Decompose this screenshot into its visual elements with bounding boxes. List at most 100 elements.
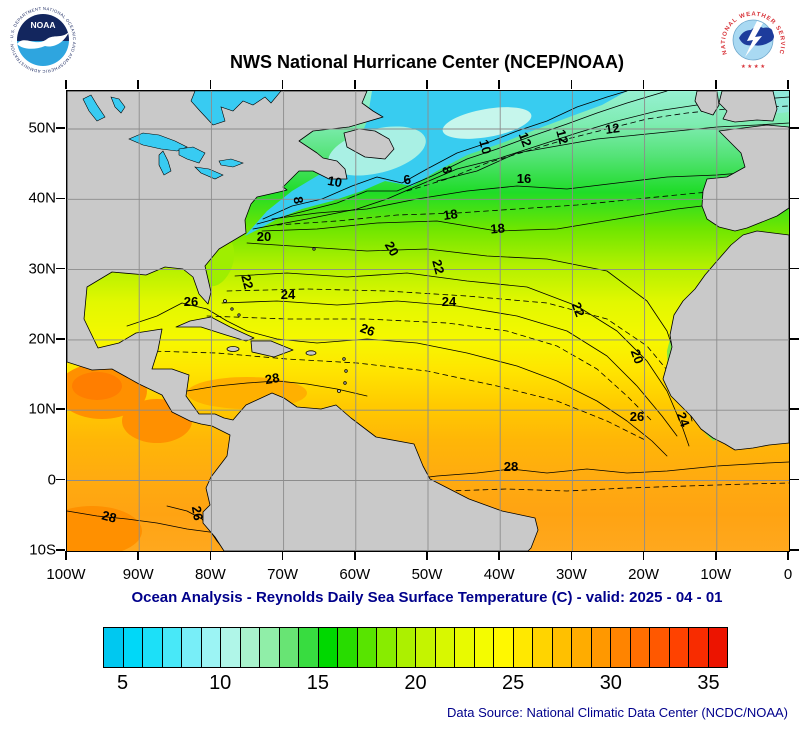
land-antilles [337,389,341,393]
colorbar-cell-19c [396,628,416,667]
x-axis-label: 20W [628,566,660,583]
colorbar-cell-26c [533,628,553,667]
lake-ontario [218,158,244,168]
colorbar-tick-label: 25 [502,672,525,694]
land-bahamas [237,313,241,317]
land-bermuda [312,247,316,251]
isotherm-22c [234,272,690,447]
isotherm-label-20: 20 [628,347,647,366]
isotherm-label-22: 22 [429,258,447,276]
isotherm-label-26: 26 [630,409,644,424]
land-bahamas [230,307,234,311]
lake-superior [128,132,188,152]
x-tick-bottom [65,551,67,560]
isotherm-label-16: 16 [517,171,531,186]
y-axis-label: 30N [28,260,56,278]
x-tick-bottom [209,551,212,560]
x-tick-bottom [642,551,645,560]
y-tick-left [56,549,65,551]
nws-lightning-icon [745,21,763,57]
colorbar-cell-33c [669,628,689,667]
y-tick-right [790,549,799,551]
land-antilles [344,369,348,373]
colorbar-cell-25c [513,628,533,667]
colorbar-cell-7c [162,628,182,667]
isotherm-label-6: 6 [402,172,412,188]
x-tick-top [715,80,717,89]
x-tick-bottom [570,551,573,560]
y-tick-right [790,127,799,129]
y-tick-left [56,267,65,270]
y-tick-left [56,408,65,410]
land-africa [662,230,789,451]
y-axis-label: 10N [28,400,56,418]
colorbar-cell-9c [201,628,221,667]
colorbar-cell-29c [591,628,611,667]
noaa-logo: NATIONAL OCEANIC AND ATMOSPHERIC ADMINIS… [7,4,78,75]
isotherm-label-12: 12 [553,128,571,146]
y-axis-label: 40N [28,189,56,207]
isotherm-labels: 6 10 8 8 10 12 12 12 16 18 18 20 20 22 22 24 24 22 20 26 26 2… [100,120,693,526]
colorbar-cell-11c [240,628,260,667]
isotherm-24c [221,300,678,437]
isotherm-label-28: 28 [264,370,281,387]
isotherm-10c [252,96,789,230]
x-tick-top [137,80,139,89]
colorbar-tick-label: 20 [404,672,427,694]
y-axis-label: 20N [28,330,56,348]
map-caption: Ocean Analysis - Reynolds Daily Sea Surf… [131,589,723,606]
x-axis-label: 30W [555,566,587,583]
x-tick-top [281,80,284,89]
isotherm-label-22: 22 [569,300,588,319]
isotherm-label-18: 18 [442,206,458,223]
colorbar-cell-22c [455,628,475,667]
x-tick-top [209,80,212,89]
x-tick-bottom [498,551,500,560]
colorbar-tick-label: 5 [116,672,129,694]
land-antilles [343,381,347,385]
y-tick-right [790,267,799,270]
lake-michigan [158,150,172,176]
colorbar-cell-20c [416,628,436,667]
isotherm-label-20: 20 [257,229,271,244]
lake-hudson-james-bay [190,91,282,126]
x-tick-top [642,80,645,89]
land-britain [718,91,778,123]
isotherm-26c [126,302,668,457]
x-tick-bottom [137,551,139,560]
nws-logo: NATIONAL WEATHER SERVICE ★ ★ ★ ★ [717,4,788,75]
isotherm-label-10: 10 [476,138,494,156]
land-newfoundland [343,128,395,160]
isotherm-28c [186,380,368,397]
colorbar-cell-10c [221,628,241,667]
isotherm-label-18: 18 [490,220,506,236]
colorbar-cell-14c [299,628,319,667]
x-axis-label: 10W [700,566,732,583]
isotherm-label-26: 26 [184,294,198,309]
regional-sst-patches [67,235,719,551]
sst-map: 6 10 8 8 10 12 12 12 16 18 18 20 20 22 22 24 24 22 20 26 26 2… [67,91,789,551]
sst-colorbar [103,627,728,668]
colorbar-cell-28c [572,628,592,667]
isotherm-label-24: 24 [281,287,296,302]
isotherm-12c [436,122,789,182]
isotherm-label-24: 24 [442,294,457,309]
colorbar-cell-21c [435,628,455,667]
x-axis-label: 90W [122,566,154,583]
isotherm-label-26: 26 [358,320,377,339]
y-tick-right [790,478,799,481]
colorbar-cell-13c [279,628,299,667]
isotherm-label-24: 24 [674,410,693,429]
nws-stars: ★ ★ ★ ★ [741,63,765,70]
y-tick-right [790,197,799,200]
isotherm-28c [396,461,789,482]
x-tick-bottom [715,551,717,560]
x-axis-label: 100W [46,566,86,583]
land-jamaica [226,346,240,352]
isotherm-label-10: 10 [326,173,343,190]
colorbar-tick-label: 35 [697,672,720,694]
colorbar-cell-30c [611,628,631,667]
x-tick-bottom [354,551,356,560]
x-tick-bottom [426,551,428,560]
colorbar-cell-18c [377,628,397,667]
